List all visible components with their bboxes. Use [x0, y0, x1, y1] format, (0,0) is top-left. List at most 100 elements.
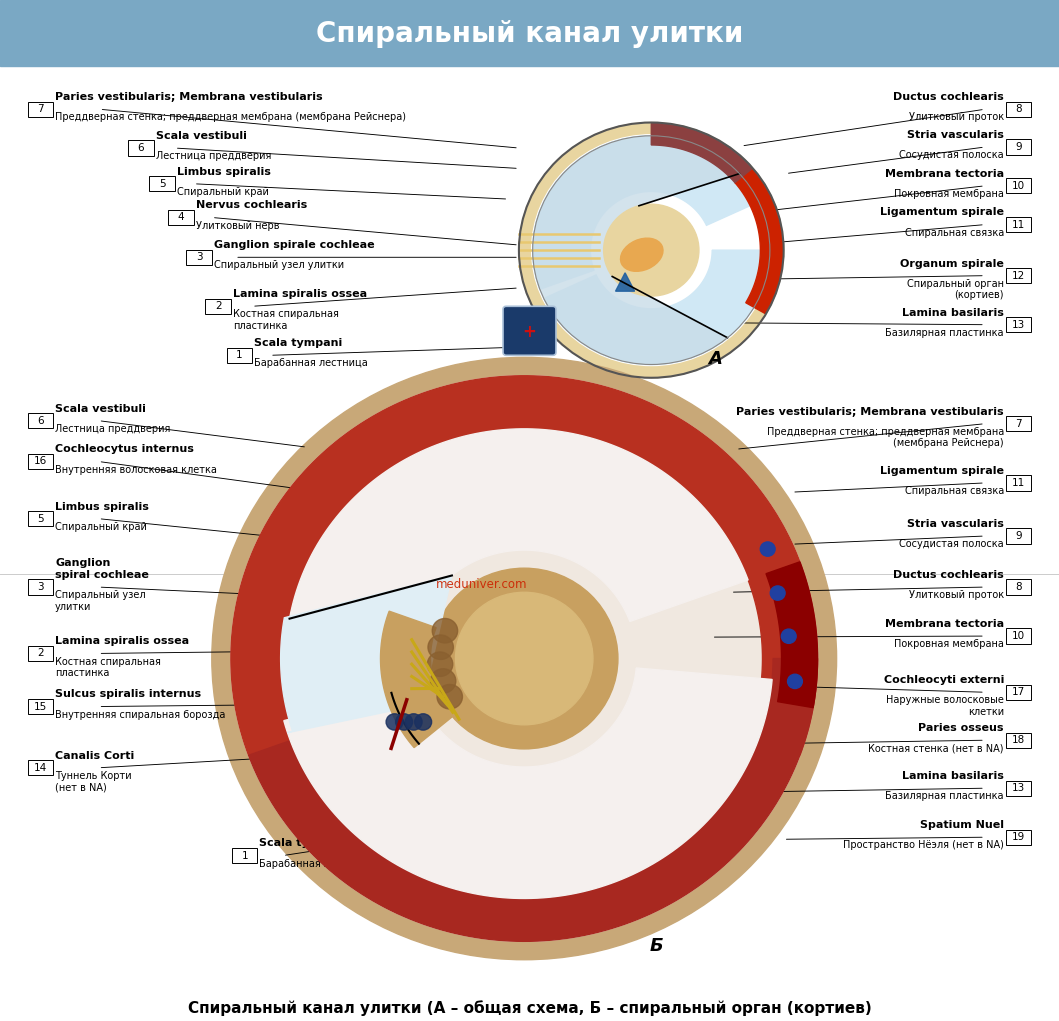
- Text: Спиральный край: Спиральный край: [55, 522, 147, 532]
- Circle shape: [532, 135, 771, 366]
- FancyBboxPatch shape: [232, 847, 257, 864]
- Text: 2: 2: [215, 301, 221, 311]
- FancyBboxPatch shape: [28, 580, 53, 594]
- Text: Ligamentum spirale: Ligamentum spirale: [880, 207, 1004, 217]
- Text: Улитковый нерв: Улитковый нерв: [196, 221, 280, 231]
- Text: Барабанная лестница: Барабанная лестница: [254, 358, 367, 369]
- Text: Spatium Nuel: Spatium Nuel: [920, 820, 1004, 830]
- FancyBboxPatch shape: [205, 299, 231, 314]
- Text: 13: 13: [1012, 320, 1025, 330]
- Ellipse shape: [621, 238, 663, 272]
- Text: 2: 2: [37, 648, 43, 659]
- FancyBboxPatch shape: [149, 177, 175, 192]
- Text: 11: 11: [1012, 478, 1025, 488]
- Text: Сосудистая полоска: Сосудистая полоска: [899, 150, 1004, 160]
- Polygon shape: [651, 124, 752, 183]
- Text: 7: 7: [1016, 419, 1022, 429]
- Text: Улитковый проток: Улитковый проток: [909, 112, 1004, 123]
- Text: +: +: [522, 323, 537, 341]
- Circle shape: [782, 629, 796, 643]
- Text: Ligamentum spirale: Ligamentum spirale: [880, 466, 1004, 476]
- Text: 12: 12: [1012, 271, 1025, 281]
- Text: Сосудистая полоска: Сосудистая полоска: [899, 539, 1004, 549]
- Text: Stria vascularis: Stria vascularis: [908, 519, 1004, 529]
- FancyBboxPatch shape: [28, 646, 53, 662]
- Text: Спиральный канал улитки (А – общая схема, Б – спиральный орган (кортиев): Спиральный канал улитки (А – общая схема…: [187, 1000, 872, 1016]
- Circle shape: [415, 714, 432, 730]
- Text: Спиральный канал улитки: Спиральный канал улитки: [316, 19, 743, 48]
- Circle shape: [432, 619, 457, 643]
- Text: Canalis Corti: Canalis Corti: [55, 750, 134, 761]
- FancyBboxPatch shape: [168, 210, 194, 226]
- Circle shape: [604, 204, 699, 296]
- Text: Б: Б: [650, 937, 663, 956]
- Text: 14: 14: [34, 763, 47, 773]
- Circle shape: [396, 714, 413, 730]
- Text: 16: 16: [34, 456, 47, 467]
- FancyBboxPatch shape: [1006, 733, 1031, 747]
- Text: Костная спиральная
пластинка: Костная спиральная пластинка: [233, 309, 339, 331]
- Text: Спиральный узел
улитки: Спиральный узел улитки: [55, 590, 146, 612]
- Text: Lamina basilaris: Lamina basilaris: [902, 771, 1004, 781]
- Polygon shape: [249, 659, 818, 941]
- Text: 7: 7: [37, 104, 43, 114]
- FancyBboxPatch shape: [128, 140, 154, 156]
- FancyBboxPatch shape: [1006, 268, 1031, 283]
- Text: Paries osseus: Paries osseus: [918, 723, 1004, 733]
- Circle shape: [431, 568, 618, 749]
- Text: Scala tympani: Scala tympani: [259, 838, 347, 848]
- Text: Преддверная стенка; преддверная мембрана (мембрана Рейснера): Преддверная стенка; преддверная мембрана…: [55, 112, 406, 123]
- Text: Lamina basilaris: Lamina basilaris: [902, 307, 1004, 318]
- FancyBboxPatch shape: [28, 760, 53, 776]
- FancyBboxPatch shape: [28, 412, 53, 429]
- Text: Спиральный орган
(кортиев): Спиральный орган (кортиев): [907, 279, 1004, 300]
- Text: 3: 3: [196, 252, 202, 262]
- Text: Scala vestibuli: Scala vestibuli: [55, 403, 146, 414]
- Text: Преддверная стенка; преддверная мембрана
(мембрана Рейснера): Преддверная стенка; преддверная мембрана…: [767, 427, 1004, 448]
- FancyBboxPatch shape: [28, 510, 53, 527]
- Polygon shape: [735, 168, 783, 313]
- Text: 9: 9: [1016, 531, 1022, 541]
- Text: А: А: [707, 350, 722, 369]
- Circle shape: [428, 635, 453, 660]
- Text: 13: 13: [1012, 783, 1025, 793]
- Polygon shape: [615, 273, 634, 291]
- Circle shape: [406, 714, 423, 730]
- FancyBboxPatch shape: [1006, 217, 1031, 232]
- FancyBboxPatch shape: [1006, 102, 1031, 117]
- FancyBboxPatch shape: [28, 698, 53, 715]
- FancyBboxPatch shape: [1006, 628, 1031, 644]
- Text: 11: 11: [1012, 220, 1025, 230]
- Text: Nervus cochlearis: Nervus cochlearis: [196, 200, 307, 210]
- Text: 19: 19: [1012, 832, 1025, 842]
- Text: 8: 8: [1016, 104, 1022, 114]
- Text: Туннель Корти
(нет в NA): Туннель Корти (нет в NA): [55, 771, 131, 792]
- Text: Спиральный узел улитки: Спиральный узел улитки: [214, 260, 344, 271]
- FancyBboxPatch shape: [1006, 781, 1031, 796]
- Circle shape: [428, 652, 453, 677]
- Polygon shape: [286, 429, 748, 679]
- FancyBboxPatch shape: [28, 102, 53, 117]
- Polygon shape: [231, 376, 818, 756]
- FancyBboxPatch shape: [1006, 529, 1031, 544]
- Polygon shape: [766, 562, 818, 708]
- FancyBboxPatch shape: [1006, 178, 1031, 194]
- Text: Спиральная связка: Спиральная связка: [904, 228, 1004, 238]
- Text: Пространство Нёэля (нет в NA): Пространство Нёэля (нет в NA): [843, 840, 1004, 850]
- Circle shape: [455, 592, 593, 725]
- Text: Membrana tectoria: Membrana tectoria: [885, 168, 1004, 179]
- Polygon shape: [281, 576, 452, 733]
- Circle shape: [788, 674, 803, 688]
- Text: Костная стенка (нет в NA): Костная стенка (нет в NA): [868, 743, 1004, 753]
- Text: 17: 17: [1012, 687, 1025, 697]
- Polygon shape: [284, 668, 772, 898]
- Text: 8: 8: [1016, 582, 1022, 592]
- Text: Lamina spiralis ossea: Lamina spiralis ossea: [55, 636, 190, 646]
- FancyBboxPatch shape: [1006, 317, 1031, 332]
- Text: Спиральная связка: Спиральная связка: [904, 486, 1004, 496]
- Text: Limbus spiralis: Limbus spiralis: [55, 501, 149, 512]
- Text: Базилярная пластинка: Базилярная пластинка: [885, 791, 1004, 801]
- Text: Ductus cochlearis: Ductus cochlearis: [893, 570, 1004, 580]
- Bar: [0, 0, 1059, 66]
- Circle shape: [760, 542, 775, 556]
